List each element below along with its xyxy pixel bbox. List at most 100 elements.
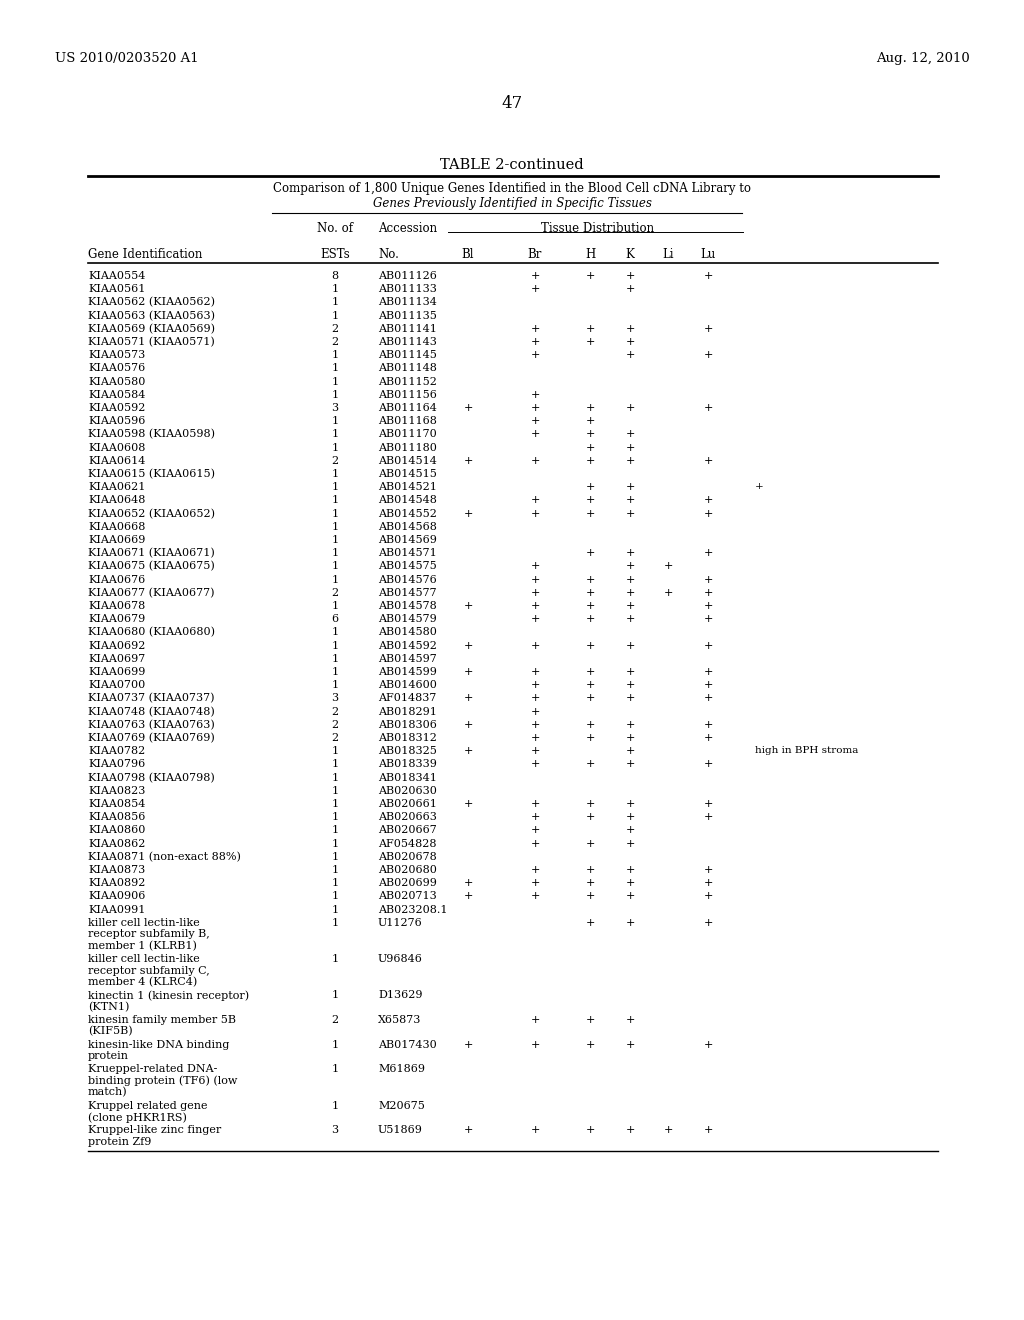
Text: 1: 1: [332, 917, 339, 928]
Text: AB018339: AB018339: [378, 759, 437, 770]
Text: +: +: [530, 825, 540, 836]
Text: +: +: [703, 891, 713, 902]
Text: 1: 1: [332, 746, 339, 756]
Text: +: +: [463, 891, 473, 902]
Text: +: +: [586, 1125, 595, 1135]
Text: Li: Li: [663, 248, 674, 261]
Text: KIAA0871 (non-exact 88%): KIAA0871 (non-exact 88%): [88, 851, 241, 862]
Text: D13629: D13629: [378, 990, 423, 1001]
Text: +: +: [530, 284, 540, 294]
Text: +: +: [530, 865, 540, 875]
Text: +: +: [530, 878, 540, 888]
Text: AB014599: AB014599: [378, 667, 437, 677]
Text: AB014552: AB014552: [378, 508, 437, 519]
Text: +: +: [626, 693, 635, 704]
Text: +: +: [463, 508, 473, 519]
Text: +: +: [755, 482, 764, 491]
Text: AB020713: AB020713: [378, 891, 437, 902]
Text: +: +: [703, 508, 713, 519]
Text: KIAA0769 (KIAA0769): KIAA0769 (KIAA0769): [88, 733, 215, 743]
Text: +: +: [626, 891, 635, 902]
Text: AB011126: AB011126: [378, 271, 437, 281]
Text: KIAA0892: KIAA0892: [88, 878, 145, 888]
Text: AB011148: AB011148: [378, 363, 437, 374]
Text: U11276: U11276: [378, 917, 423, 928]
Text: +: +: [530, 495, 540, 506]
Text: +: +: [530, 640, 540, 651]
Text: 1: 1: [332, 350, 339, 360]
Text: AB014514: AB014514: [378, 455, 437, 466]
Text: KIAA0561: KIAA0561: [88, 284, 145, 294]
Text: +: +: [703, 495, 713, 506]
Text: (clone pHKR1RS): (clone pHKR1RS): [88, 1111, 186, 1122]
Text: KIAA0596: KIAA0596: [88, 416, 145, 426]
Text: +: +: [626, 878, 635, 888]
Text: +: +: [530, 403, 540, 413]
Text: binding protein (TF6) (low: binding protein (TF6) (low: [88, 1076, 238, 1086]
Text: +: +: [664, 587, 673, 598]
Text: KIAA0675 (KIAA0675): KIAA0675 (KIAA0675): [88, 561, 215, 572]
Text: KIAA0798 (KIAA0798): KIAA0798 (KIAA0798): [88, 772, 215, 783]
Text: +: +: [586, 601, 595, 611]
Text: AB011152: AB011152: [378, 376, 437, 387]
Text: KIAA0669: KIAA0669: [88, 535, 145, 545]
Text: Aug. 12, 2010: Aug. 12, 2010: [877, 51, 970, 65]
Text: 1: 1: [332, 865, 339, 875]
Text: +: +: [626, 403, 635, 413]
Text: (KIF5B): (KIF5B): [88, 1027, 133, 1036]
Text: +: +: [463, 799, 473, 809]
Text: 1: 1: [332, 990, 339, 1001]
Text: AB014580: AB014580: [378, 627, 437, 638]
Text: +: +: [664, 1125, 673, 1135]
Text: 1: 1: [332, 640, 339, 651]
Text: protein: protein: [88, 1051, 129, 1061]
Text: +: +: [586, 337, 595, 347]
Text: 1: 1: [332, 838, 339, 849]
Text: +: +: [626, 759, 635, 770]
Text: Bl: Bl: [462, 248, 474, 261]
Text: 3: 3: [332, 693, 339, 704]
Text: 1: 1: [332, 574, 339, 585]
Text: AB011180: AB011180: [378, 442, 437, 453]
Text: KIAA0615 (KIAA0615): KIAA0615 (KIAA0615): [88, 469, 215, 479]
Text: Comparison of 1,800 Unique Genes Identified in the Blood Cell cDNA Library to: Comparison of 1,800 Unique Genes Identif…: [273, 182, 751, 195]
Text: +: +: [626, 614, 635, 624]
Text: +: +: [586, 878, 595, 888]
Text: +: +: [626, 838, 635, 849]
Text: AB020630: AB020630: [378, 785, 437, 796]
Text: 1: 1: [332, 389, 339, 400]
Text: TABLE 2-continued: TABLE 2-continued: [440, 158, 584, 172]
Text: 1: 1: [332, 284, 339, 294]
Text: AB014575: AB014575: [378, 561, 437, 572]
Text: 47: 47: [502, 95, 522, 112]
Text: +: +: [530, 416, 540, 426]
Text: +: +: [530, 429, 540, 440]
Text: +: +: [626, 587, 635, 598]
Text: AB011134: AB011134: [378, 297, 437, 308]
Text: AB014592: AB014592: [378, 640, 437, 651]
Text: match): match): [88, 1088, 128, 1098]
Text: +: +: [530, 706, 540, 717]
Text: KIAA0906: KIAA0906: [88, 891, 145, 902]
Text: AB011145: AB011145: [378, 350, 437, 360]
Text: +: +: [586, 442, 595, 453]
Text: X65873: X65873: [378, 1015, 421, 1024]
Text: +: +: [586, 482, 595, 492]
Text: KIAA0677 (KIAA0677): KIAA0677 (KIAA0677): [88, 587, 214, 598]
Text: 1: 1: [332, 482, 339, 492]
Text: +: +: [530, 667, 540, 677]
Text: AB011141: AB011141: [378, 323, 437, 334]
Text: +: +: [703, 548, 713, 558]
Text: +: +: [530, 1040, 540, 1049]
Text: M20675: M20675: [378, 1101, 425, 1110]
Text: +: +: [703, 680, 713, 690]
Text: +: +: [530, 759, 540, 770]
Text: +: +: [530, 601, 540, 611]
Text: +: +: [626, 323, 635, 334]
Text: +: +: [530, 680, 540, 690]
Text: +: +: [626, 350, 635, 360]
Text: +: +: [703, 587, 713, 598]
Text: +: +: [626, 812, 635, 822]
Text: KIAA0608: KIAA0608: [88, 442, 145, 453]
Text: +: +: [586, 548, 595, 558]
